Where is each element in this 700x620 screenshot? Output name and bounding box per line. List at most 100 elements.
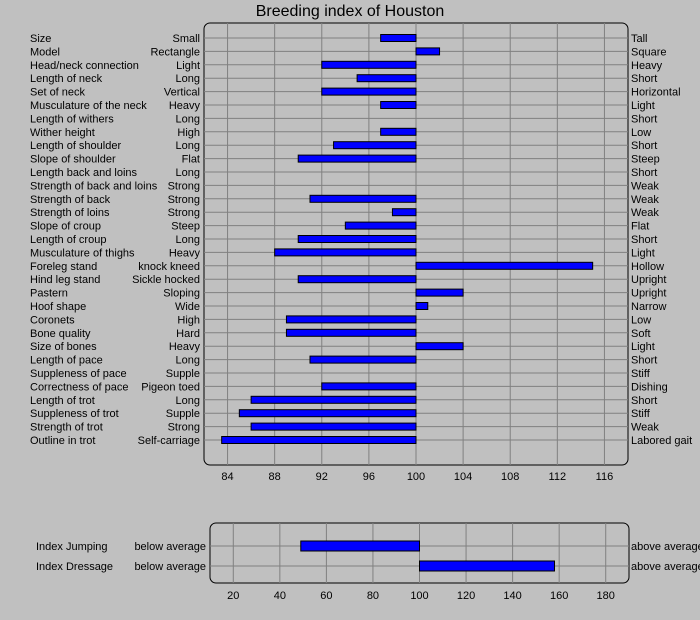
trait-name-label: Strength of loins: [30, 207, 110, 219]
chart-title: Breeding index of Houston: [256, 3, 445, 20]
trait-high-label: Short: [631, 167, 657, 179]
trait-low-label: Light: [176, 60, 200, 72]
trait-high-label: Dishing: [631, 381, 668, 393]
trait-bar: [285, 315, 417, 324]
trait-name-label: Suppleness of pace: [30, 368, 127, 380]
trait-bar: [380, 127, 417, 136]
trait-high-label: Upright: [631, 288, 666, 300]
trait-high-label: Upright: [631, 274, 666, 286]
trait-bar: [309, 355, 417, 364]
trait-bar: [221, 436, 417, 444]
trait-bar: [415, 261, 594, 270]
trait-high-label: Short: [631, 234, 657, 246]
index-tick-label: 40: [274, 590, 286, 602]
trait-bar: [297, 235, 417, 243]
index-tick-label: 120: [457, 590, 475, 602]
trait-high-label: Hollow: [631, 261, 664, 273]
trait-low-label: Self-carriage: [138, 435, 200, 447]
trait-name-label: Pastern: [30, 288, 68, 300]
trait-high-label: Short: [631, 73, 657, 85]
trait-tick-label: 96: [363, 471, 375, 483]
trait-tick-label: 88: [269, 471, 281, 483]
trait-bar: [380, 101, 417, 109]
trait-name-label: Musculature of the neck: [30, 100, 147, 112]
trait-low-label: Long: [176, 167, 200, 179]
indices-panel: Index Jumping below average above average I…: [36, 522, 700, 602]
trait-name-label: Length of shoulder: [30, 140, 121, 152]
trait-high-label: Weak: [631, 180, 659, 192]
trait-low-label: High: [177, 314, 200, 326]
trait-low-label: Heavy: [169, 341, 201, 353]
trait-name-label: Length of croup: [30, 234, 106, 246]
trait-low-label: Strong: [168, 422, 200, 434]
trait-name-label: Hind leg stand: [30, 274, 100, 286]
trait-tick-label: 112: [549, 471, 567, 483]
trait-bar: [391, 208, 417, 217]
trait-bar: [238, 409, 417, 418]
trait-tick-label: 92: [316, 471, 328, 483]
trait-high-label: Soft: [631, 328, 651, 340]
trait-tick-label: 116: [596, 471, 614, 483]
trait-low-label: knock kneed: [138, 261, 200, 273]
trait-high-label: Weak: [631, 194, 659, 206]
trait-name-label: Strength of back: [30, 194, 111, 206]
trait-low-label: Long: [176, 73, 200, 85]
trait-bar: [250, 395, 417, 404]
trait-bar: [297, 275, 417, 284]
index-tick-label: 20: [227, 590, 239, 602]
trait-low-label: Vertical: [164, 87, 200, 99]
trait-bar: [321, 382, 417, 391]
trait-name-label: Set of neck: [30, 87, 86, 99]
trait-name-label: Slope of croup: [30, 221, 101, 233]
trait-bar: [297, 154, 417, 163]
index-name-label: Index Dressage: [36, 561, 113, 573]
trait-low-label: Supple: [166, 408, 200, 420]
trait-low-label: Wide: [175, 301, 200, 313]
trait-name-label: Model: [30, 46, 60, 58]
trait-name-label: Length of trot: [30, 395, 95, 407]
trait-low-label: Hard: [176, 328, 200, 340]
index-name-label: Index Jumping: [36, 541, 108, 553]
trait-name-label: Slope of shoulder: [30, 154, 116, 166]
index-bar: [300, 540, 420, 552]
trait-low-label: Long: [176, 395, 200, 407]
trait-high-label: Flat: [631, 221, 649, 233]
trait-bar: [285, 328, 417, 337]
trait-name-label: Strength of back and loins: [30, 180, 158, 192]
index-tick-label: 100: [410, 590, 428, 602]
trait-bar: [321, 60, 417, 69]
trait-name-label: Size of bones: [30, 341, 97, 353]
trait-name-label: Head/neck connection: [30, 60, 139, 72]
trait-low-label: Heavy: [169, 100, 201, 112]
trait-bar: [415, 302, 429, 310]
index-bar: [419, 560, 556, 572]
trait-high-label: Tall: [631, 33, 648, 45]
index-high-label: above average: [631, 541, 700, 553]
trait-high-label: Stiff: [631, 368, 651, 380]
trait-name-label: Wither height: [30, 127, 95, 139]
trait-high-label: Short: [631, 113, 657, 125]
trait-high-label: Low: [631, 314, 651, 326]
trait-name-label: Musculature of thighs: [30, 247, 135, 259]
index-low-label: below average: [134, 541, 206, 553]
trait-high-label: Heavy: [631, 60, 663, 72]
trait-bar: [380, 34, 417, 42]
trait-high-label: Low: [631, 127, 651, 139]
trait-low-label: Long: [176, 355, 200, 367]
trait-low-label: Strong: [168, 207, 200, 219]
trait-high-label: Light: [631, 100, 655, 112]
index-low-label: below average: [134, 561, 206, 573]
index-tick-label: 60: [320, 590, 332, 602]
trait-bar: [309, 194, 417, 203]
trait-bar: [344, 221, 417, 230]
trait-tick-label: 84: [221, 471, 233, 483]
trait-high-label: Short: [631, 140, 657, 152]
trait-name-label: Outline in trot: [30, 435, 95, 447]
trait-bar: [415, 342, 464, 351]
trait-tick-label: 108: [501, 471, 519, 483]
trait-bar: [250, 422, 417, 431]
index-tick-label: 80: [367, 590, 379, 602]
trait-low-label: Long: [176, 234, 200, 246]
trait-name-label: Correctness of pace: [30, 381, 128, 393]
